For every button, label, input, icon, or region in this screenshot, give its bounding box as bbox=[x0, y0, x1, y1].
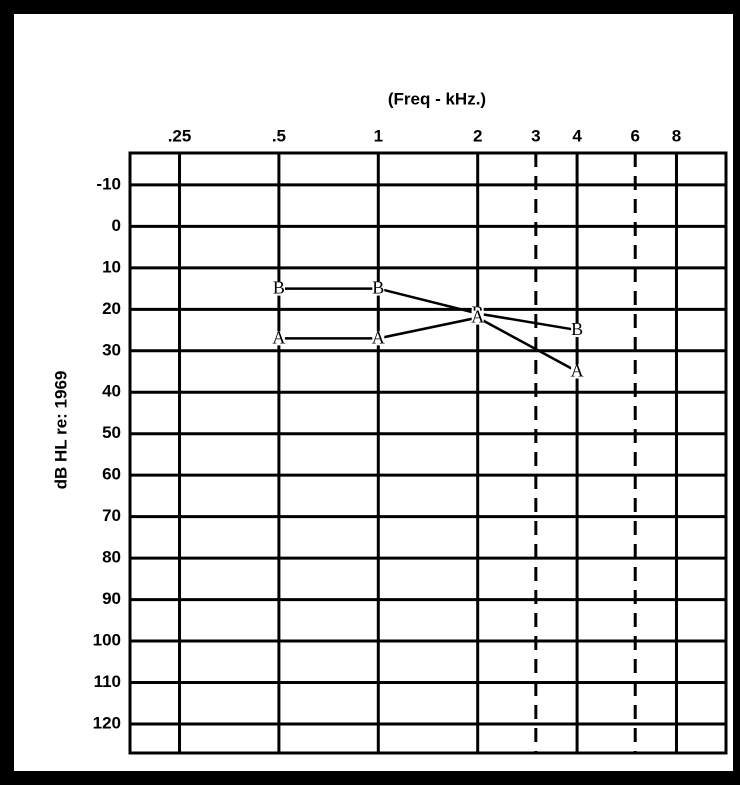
point-marker: B bbox=[273, 278, 285, 298]
x-tick-label: 2 bbox=[473, 126, 482, 145]
point-marker: B bbox=[571, 319, 583, 339]
marker-bg bbox=[372, 331, 385, 346]
marker-bg bbox=[471, 310, 484, 325]
x-tick-label: 1 bbox=[374, 126, 383, 145]
marker-bg bbox=[272, 281, 285, 296]
y-tick-label: 120 bbox=[93, 713, 121, 732]
marker-bg bbox=[571, 364, 584, 379]
point-marker: A bbox=[571, 361, 584, 381]
series-line bbox=[278, 316, 578, 373]
x-axis-title: (Freq - kHz.) bbox=[388, 89, 486, 108]
x-tick-label: 8 bbox=[672, 126, 681, 145]
marker-bg bbox=[372, 281, 385, 296]
plot-border bbox=[128, 151, 728, 755]
x-tick-label: 3 bbox=[531, 126, 540, 145]
point-marker: A bbox=[471, 307, 484, 327]
point-marker: A bbox=[372, 327, 385, 347]
y-tick-label: 50 bbox=[102, 423, 121, 442]
y-axis-title: dB HL re: 1969 bbox=[51, 371, 70, 490]
y-tick-label: 100 bbox=[93, 631, 121, 650]
y-tick-label: 60 bbox=[102, 465, 121, 484]
x-tick-label: .5 bbox=[272, 126, 286, 145]
point-marker: A bbox=[272, 327, 285, 347]
series-line bbox=[278, 287, 578, 332]
y-tick-label: 30 bbox=[102, 340, 121, 359]
x-tick-label: 6 bbox=[630, 126, 639, 145]
marker-bg bbox=[272, 331, 285, 346]
y-tick-label: 90 bbox=[102, 589, 121, 608]
point-marker: B bbox=[372, 278, 384, 298]
x-tick-label: .25 bbox=[168, 126, 192, 145]
y-tick-label: 20 bbox=[102, 299, 121, 318]
y-tick-label: 10 bbox=[102, 257, 121, 276]
y-tick-label: 0 bbox=[112, 216, 121, 235]
y-tick-label: -10 bbox=[96, 174, 121, 193]
y-tick-label: 80 bbox=[102, 548, 121, 567]
y-tick-label: 70 bbox=[102, 506, 121, 525]
y-tick-label: 40 bbox=[102, 382, 121, 401]
y-tick-label: 110 bbox=[94, 672, 121, 691]
x-tick-label: 4 bbox=[572, 126, 582, 145]
marker-bg bbox=[571, 323, 584, 338]
